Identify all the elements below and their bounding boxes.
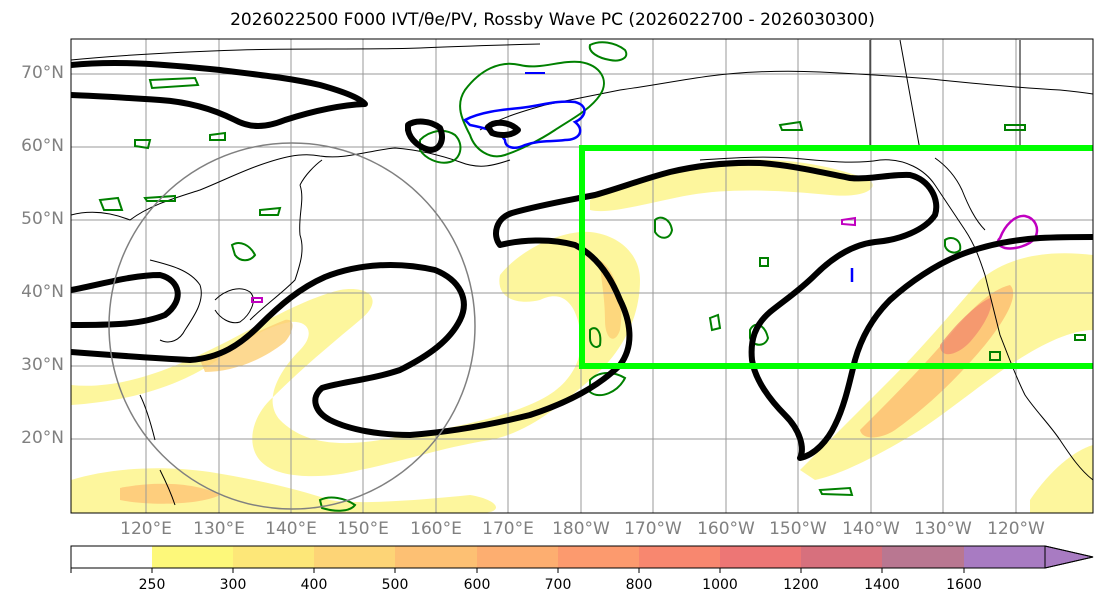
- ivt-plume-south-core: [120, 483, 220, 504]
- colorbar-bin-250: [152, 546, 233, 568]
- colorbar-bin-1200: [801, 546, 882, 568]
- lon-label: 130°W: [914, 519, 972, 539]
- target-domain-box: [579, 145, 1093, 369]
- lon-label: 140°W: [842, 519, 900, 539]
- lat-label: 70°N: [21, 63, 64, 83]
- colorbar-tick-label: 1200: [783, 577, 819, 593]
- colorbar-outline: [70, 545, 1094, 569]
- lon-label: 140°E: [265, 519, 317, 539]
- lat-label: 20°N: [21, 428, 64, 448]
- colorbar-ticks: [70, 568, 965, 573]
- colorbar-bin-1600: [964, 546, 1045, 568]
- colorbar-bin-300: [233, 546, 314, 568]
- colorbar-bin-400: [314, 546, 395, 568]
- colorbar-tick-label: 1600: [946, 577, 982, 593]
- map-border: [70, 38, 1094, 514]
- map-title: 2026022500 F000 IVT/θe/PV, Rossby Wave P…: [230, 10, 875, 30]
- pv-magenta-small-2: [251, 297, 263, 303]
- lon-label: 130°E: [193, 519, 245, 539]
- lon-label: 120°W: [987, 519, 1045, 539]
- rossby-wave-contours: [71, 59, 1093, 461]
- colorbar-tick-label: 600: [463, 577, 491, 593]
- pv-green-contours: [98, 41, 1086, 512]
- rossby-region-circle: [108, 142, 476, 510]
- colorbar-tick-label: 400: [300, 577, 328, 593]
- lat-label: 30°N: [21, 355, 64, 375]
- lat-label: 50°N: [21, 209, 64, 229]
- colorbar-under: [71, 546, 152, 568]
- lat-label: 40°N: [21, 282, 64, 302]
- colorbar-bin-500: [395, 546, 477, 568]
- lon-label: 150°W: [769, 519, 827, 539]
- lon-label: 120°E: [120, 519, 172, 539]
- ivt-plume-north: [590, 159, 873, 212]
- lon-label: 160°W: [697, 519, 755, 539]
- lon-label: 170°E: [482, 519, 534, 539]
- colorbar-tick-label: 800: [625, 577, 653, 593]
- colorbar: [70, 545, 1094, 573]
- colorbar-bin-600: [477, 546, 558, 568]
- theta-blue-contour: [462, 100, 586, 149]
- lon-label: 180°W: [552, 519, 610, 539]
- colorbar-tick-label: 500: [381, 577, 409, 593]
- colorbar-extend-arrow: [1044, 545, 1094, 569]
- ivt-plume-asia-core: [200, 260, 622, 372]
- colorbar-bin-1400: [882, 546, 964, 568]
- ivt-plume-east-core: [940, 298, 992, 355]
- colorbar-tick-label: 700: [544, 577, 572, 593]
- colorbar-bin-1000: [720, 546, 801, 568]
- lon-label: 170°W: [624, 519, 682, 539]
- lon-label: 150°E: [337, 519, 389, 539]
- pv-magenta-small-1: [841, 216, 856, 227]
- lat-label: 60°N: [21, 136, 64, 156]
- colorbar-tick-label: 250: [138, 577, 166, 593]
- ivt-plume-east-tail: [1030, 445, 1093, 513]
- colorbar-bin-700: [558, 546, 639, 568]
- colorbar-tick-label: 1400: [864, 577, 900, 593]
- colorbar-tick-label: 300: [219, 577, 247, 593]
- colorbar-bin-800: [639, 546, 720, 568]
- colorbar-tick-label: 1000: [702, 577, 738, 593]
- lon-label: 160°E: [410, 519, 462, 539]
